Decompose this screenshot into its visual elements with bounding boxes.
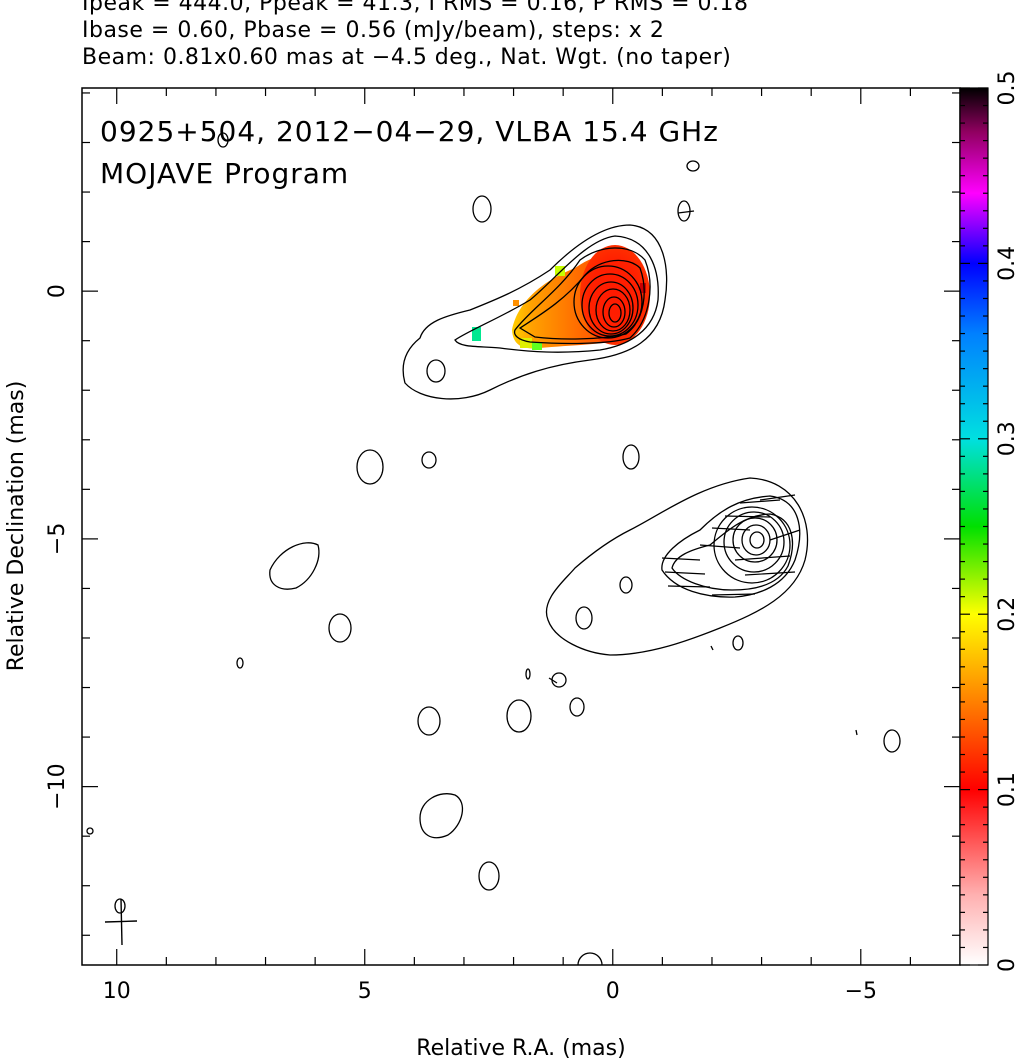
header-line-3: Beam: 0.81x0.60 mas at −4.5 deg., Nat. W…	[82, 45, 732, 70]
noise-contours	[86, 132, 901, 965]
x-tick-label: 0	[606, 979, 620, 1004]
axis-tick-labels: 10 5 0 −5 0 −5 −10	[45, 284, 877, 1004]
bottom-component-contours	[545, 477, 809, 656]
colorbar-tick-label: 0.2	[995, 597, 1020, 632]
y-tick-label: −10	[45, 763, 70, 809]
y-axis-label: Relative Declination (mas)	[4, 381, 29, 672]
x-axis-label: Relative R.A. (mas)	[416, 1036, 625, 1060]
y-tick-label: −5	[45, 523, 70, 555]
colorbar-tick-labels: 0 0.1 0.2 0.3 0.4 0.5	[995, 71, 1020, 973]
polarization-vectors	[661, 494, 801, 596]
top-component-contours	[402, 224, 668, 400]
x-tick-label: 10	[103, 979, 131, 1004]
colorbar-tick-label: 0.5	[995, 71, 1020, 106]
axis-ticks	[82, 88, 960, 965]
plot-frame	[81, 87, 961, 966]
colorbar-tick-label: 0.3	[995, 421, 1020, 456]
chart-title: 0925+504, 2012−04−29, VLBA 15.4 GHz	[100, 115, 719, 148]
colorbar-tick-label: 0	[995, 958, 1020, 972]
beam-marker	[104, 898, 138, 946]
colorbar-tick-label: 0.1	[995, 772, 1020, 807]
x-tick-label: −5	[845, 979, 877, 1004]
colorbar-ticks	[960, 87, 988, 966]
header-line-2: Ibase = 0.60, Pbase = 0.56 (mJy/beam), s…	[82, 18, 665, 43]
plot-content	[86, 132, 901, 965]
chart-subtitle: MOJAVE Program	[100, 157, 349, 190]
colorbar-tick-label: 0.4	[995, 246, 1020, 281]
y-tick-label: 0	[45, 284, 70, 298]
x-tick-label: 5	[358, 979, 372, 1004]
header-line-1: Ipeak = 444.0, Ppeak = 41.3, I RMS = 0.1…	[82, 0, 749, 16]
